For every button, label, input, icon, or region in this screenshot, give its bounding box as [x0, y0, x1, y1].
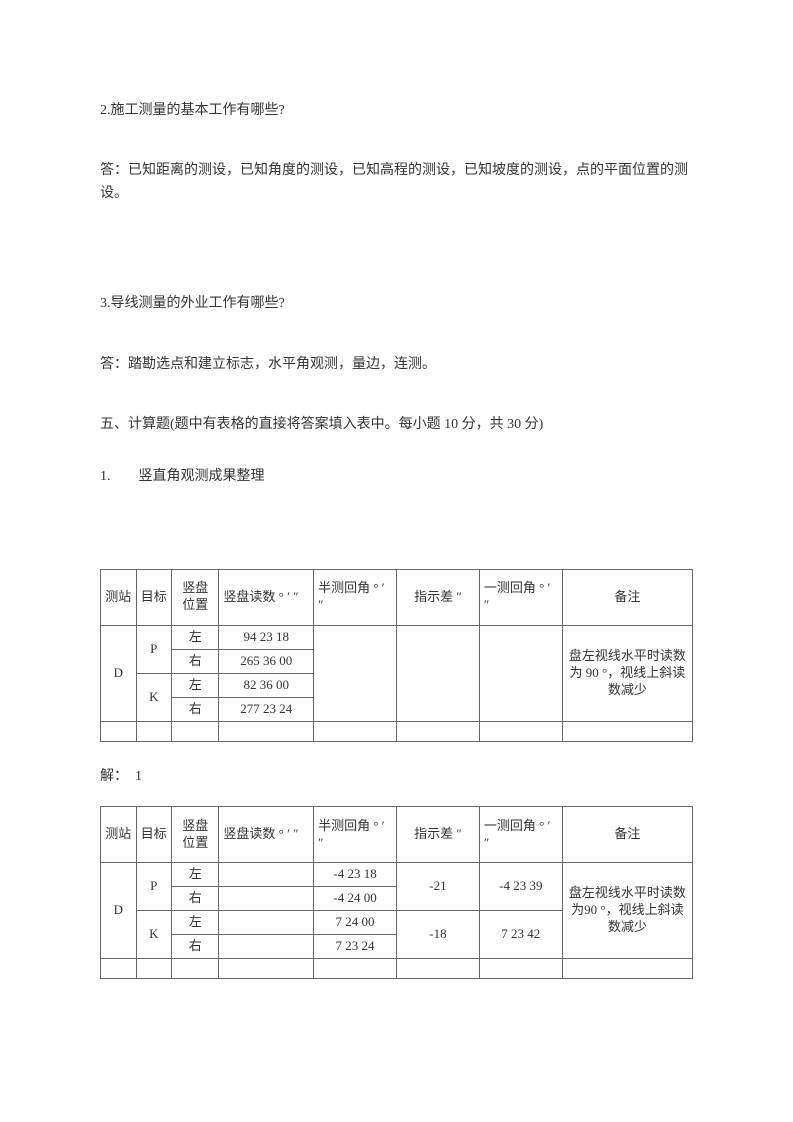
- cell-target: P: [136, 863, 172, 911]
- cell-pos: 左: [172, 911, 219, 935]
- header-round: 一测回角 ° ′ ″: [479, 569, 562, 625]
- cell-pos: 右: [172, 935, 219, 959]
- cell-station: D: [101, 625, 137, 721]
- cell-reading: [219, 863, 314, 887]
- header-reading: 竖盘读数 ° ′ ″: [219, 569, 314, 625]
- header-round: 一测回角 ° ′ ″: [479, 807, 562, 863]
- table-row: [101, 721, 693, 741]
- cell-half: [314, 625, 397, 721]
- question-2-title: 2.施工测量的基本工作有哪些?: [100, 100, 693, 122]
- header-pos: 竖盘位置: [172, 807, 219, 863]
- section-5-heading: 五、计算题(题中有表格的直接将答案填入表中。每小题 10 分，共 30 分): [100, 414, 693, 436]
- cell-remark: 盘左视线水平时读数为90 °，视线上斜读数减少: [562, 863, 692, 959]
- cell-reading: [219, 887, 314, 911]
- table-row: 测站 目标 竖盘位置 竖盘读数 ° ′ ″ 半测回角 ° ′ ″ 指示差 ″ 一…: [101, 807, 693, 863]
- question-3-answer: 答：踏勘选点和建立标志，水平角观测，量边，连测。: [100, 354, 693, 376]
- cell-pos: 左: [172, 625, 219, 649]
- cell-round: [479, 625, 562, 721]
- cell-pos: 右: [172, 649, 219, 673]
- cell-pos: 左: [172, 863, 219, 887]
- cell-half: 7 23 24: [314, 935, 397, 959]
- cell-target: K: [136, 673, 172, 721]
- header-reading: 竖盘读数 ° ′ ″: [219, 807, 314, 863]
- header-pos: 竖盘位置: [172, 569, 219, 625]
- cell-reading: [219, 935, 314, 959]
- header-indicator: 指示差 ″: [396, 569, 479, 625]
- cell-pos: 右: [172, 887, 219, 911]
- question-3-title: 3.导线测量的外业工作有哪些?: [100, 293, 693, 315]
- header-half: 半测回角 ° ′ ″: [314, 807, 397, 863]
- sub-question-1: 1. 竖直角观测成果整理: [100, 466, 693, 488]
- table-1: 测站 目标 竖盘位置 竖盘读数 ° ′ ″ 半测回角 ° ′ ″ 指示差 ″ 一…: [100, 569, 693, 742]
- header-station: 测站: [101, 569, 137, 625]
- cell-pos: 左: [172, 673, 219, 697]
- cell-half: 7 24 00: [314, 911, 397, 935]
- question-2-answer: 答：已知距离的测设，已知角度的测设，已知高程的测设，已知坡度的测设，点的平面位置…: [100, 160, 693, 205]
- spacer: [100, 243, 693, 293]
- cell-target: P: [136, 625, 172, 673]
- header-remark: 备注: [562, 569, 692, 625]
- spacer: [100, 519, 693, 569]
- cell-reading: [219, 911, 314, 935]
- table-2: 测站 目标 竖盘位置 竖盘读数 ° ′ ″ 半测回角 ° ′ ″ 指示差 ″ 一…: [100, 806, 693, 979]
- cell-remark: 盘左视线水平时读数为 90 °，视线上斜读数减少: [562, 625, 692, 721]
- solution-label: 解： 1: [100, 766, 693, 788]
- cell-ind: -21: [396, 863, 479, 911]
- cell-round: -4 23 39: [479, 863, 562, 911]
- table-row: D P 左 94 23 18 盘左视线水平时读数为 90 °，视线上斜读数减少: [101, 625, 693, 649]
- header-remark: 备注: [562, 807, 692, 863]
- cell-station: D: [101, 863, 137, 959]
- cell-half: -4 23 18: [314, 863, 397, 887]
- cell-reading: 94 23 18: [219, 625, 314, 649]
- table-row: [101, 959, 693, 979]
- cell-pos: 右: [172, 697, 219, 721]
- header-target: 目标: [136, 807, 172, 863]
- cell-half: -4 24 00: [314, 887, 397, 911]
- cell-ind: [396, 625, 479, 721]
- cell-reading: 82 36 00: [219, 673, 314, 697]
- cell-reading: 265 36 00: [219, 649, 314, 673]
- table-row: 测站 目标 竖盘位置 竖盘读数 ° ′ ″ 半测回角 ° ′ ″ 指示差 ″ 一…: [101, 569, 693, 625]
- header-indicator: 指示差 ″: [396, 807, 479, 863]
- cell-target: K: [136, 911, 172, 959]
- header-target: 目标: [136, 569, 172, 625]
- cell-reading: 277 23 24: [219, 697, 314, 721]
- header-half: 半测回角 ° ′ ″: [314, 569, 397, 625]
- cell-ind: -18: [396, 911, 479, 959]
- table-row: D P 左 -4 23 18 -21 -4 23 39 盘左视线水平时读数为90…: [101, 863, 693, 887]
- cell-round: 7 23 42: [479, 911, 562, 959]
- header-station: 测站: [101, 807, 137, 863]
